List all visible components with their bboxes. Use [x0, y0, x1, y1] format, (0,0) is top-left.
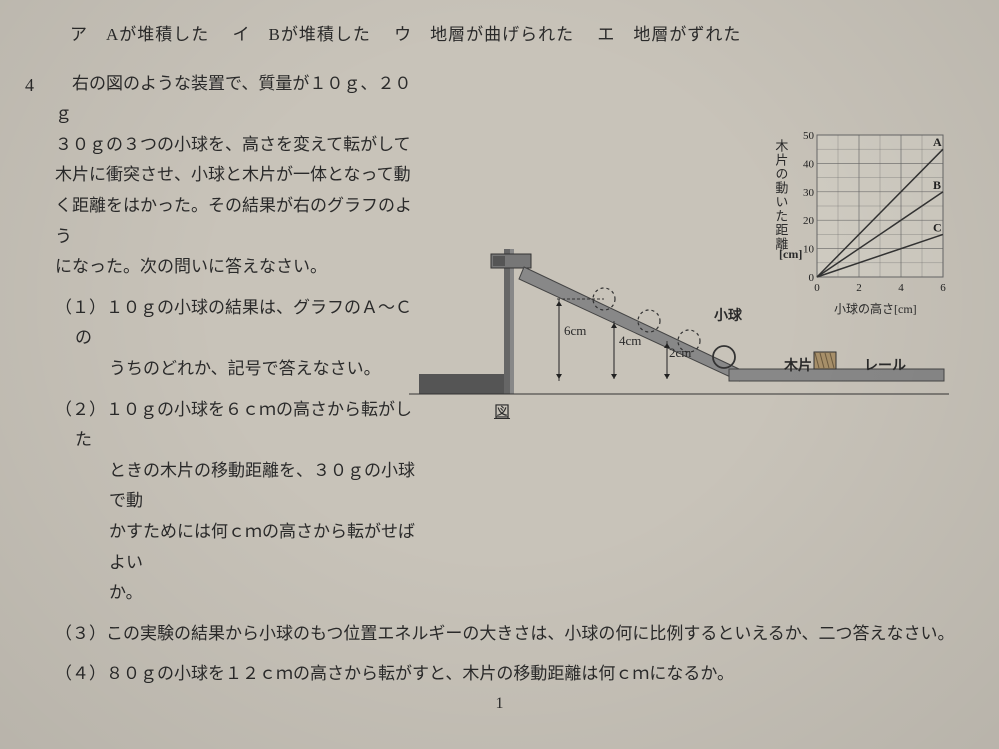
svg-text:C: C — [933, 220, 942, 234]
sub-question-3: （３）この実験の結果から小球のもつ位置エネルギーの大きさは、小球の何に比例すると… — [30, 619, 969, 650]
choice-row: ア Aが堆積した イ Bが堆積した ウ 地層が曲げられた エ 地層がずれた — [30, 20, 969, 51]
subq-line: （３）この実験の結果から小球のもつ位置エネルギーの大きさは、小球の何に比例すると… — [55, 619, 969, 650]
page-number: 1 — [0, 690, 999, 719]
sub-question-4: （４）８０ｇの小球を１２ｃｍの高さから転がすと、木片の移動距離は何ｃｍになるか。 — [30, 659, 969, 690]
choice-u: ウ 地層が曲げられた — [394, 25, 574, 44]
subq-line: かすためには何ｃｍの高さから転がせばよい — [55, 517, 419, 578]
subq-line: ときの木片の移動距離を、３０ｇの小球で動 — [55, 456, 419, 517]
subq-line: （２）１０ｇの小球を６ｃｍの高さから転がした — [55, 395, 419, 456]
figure-area: 木片の動いた距離 [cm] 010203040500246ABC 小球の高さ[c… — [409, 129, 949, 409]
apparatus-svg — [409, 249, 949, 409]
block-label: 木片 — [784, 354, 812, 379]
ball-label: 小球 — [714, 304, 742, 329]
intro-line: く距離をはかった。その結果が右のグラフのよう — [55, 191, 419, 252]
svg-text:40: 40 — [803, 158, 815, 170]
height-4cm: 4cm — [619, 329, 641, 352]
svg-text:B: B — [933, 177, 941, 191]
svg-text:30: 30 — [803, 186, 815, 198]
choice-i: イ Bが堆積した — [233, 25, 371, 44]
subq-line: か。 — [55, 578, 419, 609]
intro-line: 右の図のような装置で、質量が１０ｇ、２０ｇ — [55, 69, 419, 130]
question-4: 4 右の図のような装置で、質量が１０ｇ、２０ｇ ３０ｇの３つの小球を、高さを変え… — [30, 69, 969, 690]
svg-text:20: 20 — [803, 215, 815, 227]
intro-line: になった。次の問いに答えなさい。 — [55, 252, 419, 283]
choice-e: エ 地層がずれた — [597, 25, 741, 44]
height-2cm: 2cm — [669, 341, 691, 364]
height-6cm: 6cm — [564, 319, 586, 342]
subq-line: （４）８０ｇの小球を１２ｃｍの高さから転がすと、木片の移動距離は何ｃｍになるか。 — [55, 659, 969, 690]
question-number: 4 — [25, 69, 34, 101]
subq-line: （１）１０ｇの小球の結果は、グラフのＡ〜Ｃの — [55, 293, 419, 354]
rail-label: レール — [864, 354, 906, 379]
svg-text:A: A — [933, 135, 942, 149]
choice-a: ア Aが堆積した — [70, 25, 209, 44]
figure-label: 図 — [494, 399, 510, 428]
intro-line: 木片に衝突させ、小球と木片が一体となって動 — [55, 160, 419, 191]
chart-y-label: 木片の動いた距離 — [769, 139, 792, 251]
svg-text:50: 50 — [803, 130, 815, 142]
subq-line: うちのどれか、記号で答えなさい。 — [55, 354, 419, 385]
intro-line: ３０ｇの３つの小球を、高さを変えて転がして — [55, 130, 419, 161]
apparatus-diagram: 図 小球 木片 レール 6cm 4cm 2cm — [409, 249, 949, 409]
